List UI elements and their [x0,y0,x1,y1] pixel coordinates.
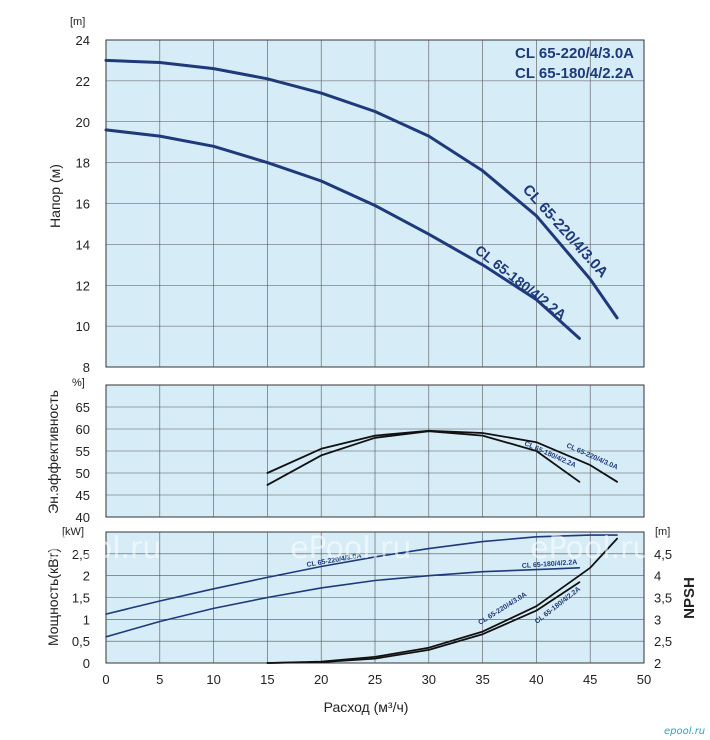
npsh-curve-3 [266,581,581,664]
chart-grid [106,40,644,663]
head-tick-label: 22 [76,74,90,89]
legend-entry-220: CL 65-220/4/3.0A [515,45,634,62]
flow-axis-title: Расход (м³/ч) [324,699,409,715]
x-tick-label: 10 [206,672,220,687]
power-tick-label: 2 [83,569,90,584]
efficiency-tick-label: 55 [76,444,90,459]
power-tick-label: 2,5 [72,547,90,562]
x-tick-label: 40 [529,672,543,687]
npsh-y2-tick-label: 2,5 [654,634,672,649]
head-tick-label: 10 [76,319,90,334]
efficiency-tick-label: 60 [76,422,90,437]
chart-curves [104,58,619,664]
x-tick-label: 45 [583,672,597,687]
x-tick-label: 35 [475,672,489,687]
power-curve-0 [105,534,618,615]
head-tick-label: 18 [76,156,90,171]
power-curve-1 [105,567,581,638]
efficiency-curve-1 [266,430,581,486]
power-tick-label: 0,5 [72,634,90,649]
x-tick-label: 30 [422,672,436,687]
npsh-y2-tick-label: 3 [654,612,661,627]
head-tick-label: 12 [76,278,90,293]
head-axis-title: Напор (м) [47,164,63,228]
power-tick-label: 1 [83,612,90,627]
x-tick-label: 15 [260,672,274,687]
brand-logo-text: epool.ru [664,726,705,737]
efficiency-axis-title: Эн.эффективность [45,390,61,514]
npsh-y2-tick-label: 3,5 [654,591,672,606]
head-tick-label: 8 [83,360,90,375]
efficiency-tick-label: 45 [76,488,90,503]
efficiency-unit-label: %] [72,377,85,389]
efficiency-tick-label: 50 [76,466,90,481]
head-curve-1 [104,128,581,340]
efficiency-tick-label: 65 [76,400,90,415]
legend-entry-180: CL 65-180/4/2.2A [515,65,634,82]
head-tick-label: 16 [76,197,90,212]
watermark-text: ePool.ru [40,531,161,566]
power-tick-label: 1,5 [72,591,90,606]
x-tick-label: 25 [368,672,382,687]
x-tick-label: 5 [156,672,163,687]
head-unit-label: [m] [70,16,85,28]
npsh-y2-tick-label: 4 [654,569,661,584]
head-tick-label: 20 [76,115,90,130]
x-tick-label: 50 [637,672,651,687]
efficiency-curve-0 [266,429,618,483]
head-tick-label: 14 [76,237,90,252]
npsh-y2-tick-label: 2 [654,656,661,671]
npsh-unit-label: [m] [655,526,670,538]
power-unit-label: [kW] [62,526,84,538]
efficiency-tick-label: 40 [76,510,90,525]
head-tick-label: 24 [76,33,90,48]
power-axis-title: Мощность(кВт) [45,548,61,646]
npsh-y2-tick-label: 4,5 [654,547,672,562]
head-curve-0 [104,58,619,320]
x-tick-label: 0 [102,672,109,687]
npsh-axis-title: NPSH [681,577,698,619]
power-tick-label: 0 [83,656,90,671]
watermark-text: ePool.ru [530,531,651,566]
x-tick-label: 20 [314,672,328,687]
watermark-text: ePool.ru [290,531,411,566]
power-curve-label-180: CL 65-180/4/2.2A [522,559,578,570]
